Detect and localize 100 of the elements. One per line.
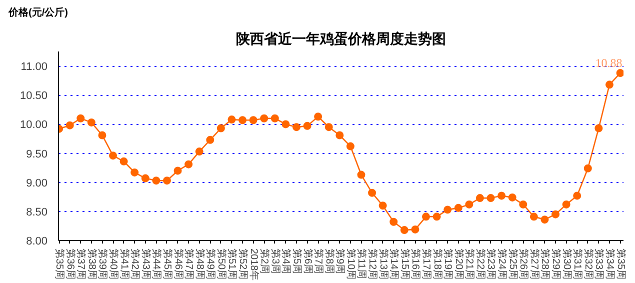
x-tick-label: 第30周	[560, 248, 573, 280]
point	[573, 192, 582, 200]
x-tick-label: 第2周	[258, 248, 271, 274]
x-tick-label: 第27周	[528, 248, 540, 280]
x-tick-label: 第4周	[280, 248, 292, 274]
point	[66, 121, 74, 130]
x-tick-label: 第19周	[442, 248, 454, 280]
x-tick-label: 第3周	[269, 248, 282, 274]
x-tick-label: 第16周	[410, 248, 422, 280]
point	[616, 69, 624, 78]
x-tick-label: 第43周	[140, 248, 152, 280]
x-tick-label: 第37周	[75, 248, 88, 280]
x-tick-label: 第21周	[464, 248, 476, 280]
point	[584, 164, 592, 172]
point	[195, 148, 204, 156]
x-tick-label: 第24周	[496, 248, 508, 280]
point	[336, 131, 344, 140]
x-tick-label: 第31周	[572, 248, 584, 280]
point	[508, 193, 516, 202]
point	[422, 212, 430, 221]
x-tick-label: 第46周	[172, 248, 184, 280]
x-tick-label: 第50周	[215, 248, 228, 280]
x-tick-label: 第40周	[108, 248, 120, 280]
point	[498, 192, 506, 200]
point	[486, 194, 495, 202]
x-tick-label: 第28周	[539, 248, 552, 280]
data-label: 10.88	[595, 56, 622, 70]
point	[594, 124, 603, 132]
y-axis-title: 价格(元/公斤)	[8, 6, 68, 18]
x-tick-label: 第45周	[161, 248, 174, 280]
point	[260, 114, 268, 122]
x-tick-label: 第44周	[150, 248, 163, 280]
y-tick-label: 10.50	[20, 90, 48, 102]
point	[368, 188, 376, 197]
x-tick-label: 第36周	[64, 248, 76, 280]
point	[562, 200, 570, 208]
x-tick-label: 第18周	[431, 248, 444, 280]
point	[540, 216, 549, 224]
point	[206, 136, 214, 144]
x-tick-label: 第9周	[334, 248, 346, 274]
x-tick-label: 第7周	[312, 248, 325, 274]
point	[444, 206, 452, 214]
y-tick-label: 8.00	[26, 236, 48, 248]
x-tick-label: 第25周	[506, 248, 519, 280]
x-tick-label: 第13周	[377, 248, 390, 280]
point	[324, 123, 333, 132]
point	[238, 116, 247, 124]
point	[411, 225, 420, 234]
point	[476, 194, 484, 202]
x-tick-label: 第47周	[183, 248, 196, 280]
x-tick-label: 第14周	[388, 248, 400, 280]
x-tick-label: 第23周	[485, 248, 498, 280]
x-tick-label: 第35周	[54, 248, 66, 280]
point	[120, 157, 128, 166]
point	[292, 123, 300, 132]
y-tick-label: 9.00	[26, 177, 48, 190]
x-tick-label: 第5周	[290, 248, 303, 274]
x-tick-label: 第42周	[129, 248, 142, 280]
x-tick-label: 第26周	[518, 248, 530, 280]
point	[174, 166, 182, 175]
point	[76, 114, 85, 122]
point	[98, 131, 106, 140]
point	[454, 204, 462, 212]
point	[390, 218, 398, 226]
point	[552, 210, 560, 218]
x-tick-label: 第17周	[420, 248, 432, 280]
point	[141, 174, 150, 182]
point	[130, 168, 139, 176]
point	[378, 202, 387, 210]
chart-title: 陕西省近一年鸡蛋价格周度走势图	[236, 30, 446, 46]
point	[270, 114, 279, 122]
x-tick-label: 第8周	[323, 248, 336, 274]
point	[314, 112, 322, 121]
point	[152, 176, 160, 185]
x-tick-label: 第12周	[366, 248, 379, 280]
y-tick-label: 9.50	[26, 148, 48, 160]
point	[357, 170, 366, 179]
point	[400, 226, 408, 234]
x-tick-label: 第10周	[344, 248, 357, 280]
x-tick-label: 第15周	[398, 248, 411, 280]
x-tick-label: 第35周	[614, 248, 627, 280]
y-tick-label: 8.50	[26, 206, 48, 218]
x-tick-label: 第52周	[237, 248, 250, 280]
point	[162, 176, 171, 185]
x-tick-label: 第33周	[593, 248, 606, 280]
point	[605, 80, 614, 89]
x-tick-label: 第39周	[96, 248, 109, 280]
point	[249, 116, 258, 124]
x-tick-label: 第38周	[86, 248, 98, 280]
x-tick-label: 第32周	[582, 248, 594, 280]
point	[465, 200, 474, 208]
x-tick-label: 第6周	[302, 248, 314, 274]
x-tick-label: 第48周	[194, 248, 206, 280]
point	[346, 142, 354, 150]
x-tick-label: 2018年	[248, 248, 260, 281]
point	[282, 120, 290, 128]
x-tick-label: 第49周	[204, 248, 217, 280]
x-tick-label: 第51周	[226, 248, 238, 280]
point	[216, 124, 225, 132]
point	[87, 118, 96, 126]
